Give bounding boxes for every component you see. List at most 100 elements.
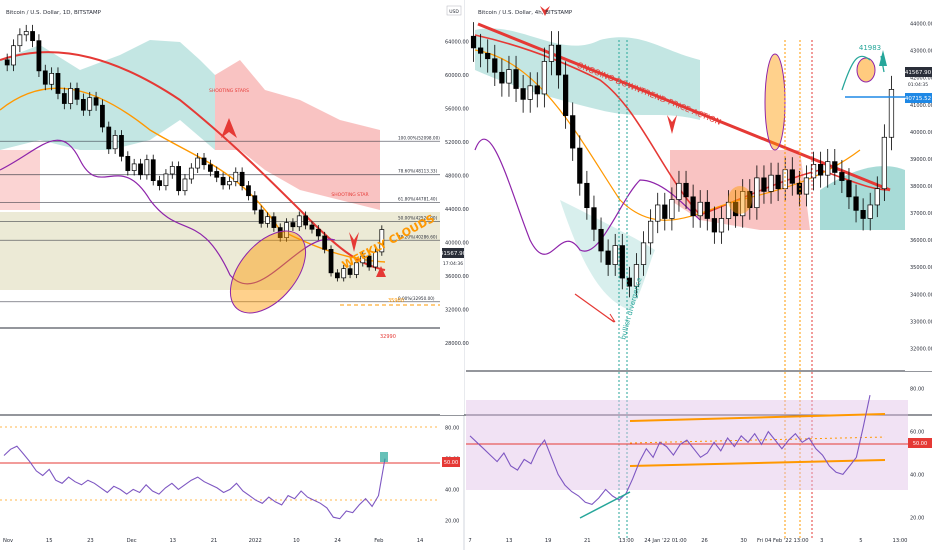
candle-body (520, 88, 526, 100)
left-chart-daily[interactable]: 100.00%(52098.00) 78.60%(48113.33) 61.80%(… (0, 0, 469, 415)
time-tick-label: 19 (545, 538, 552, 544)
divergence-arrow-price (574, 293, 615, 323)
time-axis-left[interactable]: Nov 15 23 Dec 13 21 2022 10 24 Feb 14 (3, 538, 424, 544)
candle-body (354, 262, 359, 275)
candle-body (265, 216, 270, 224)
dashed-level-label: 35900 (388, 298, 404, 304)
candle-body (534, 85, 540, 95)
highlight-ellipse-small (728, 186, 752, 214)
ma-red-left (0, 51, 386, 271)
candle-body (296, 215, 302, 228)
candle-body (548, 44, 555, 62)
candle-body (733, 201, 739, 217)
candle-body (789, 169, 795, 184)
fib-label: 0.00%(32950.00) (398, 296, 435, 301)
highlight-ellipse-right (764, 53, 786, 151)
candle-body (478, 47, 484, 54)
time-tick-label: 26 (701, 538, 708, 544)
candle-body (605, 250, 611, 265)
candle-body (347, 268, 353, 275)
candle-body (188, 167, 194, 180)
down-arrow-right (667, 115, 677, 134)
candle-body (768, 174, 774, 192)
candle-body (853, 196, 859, 211)
fib-label: 100.00%(52098.00) (398, 135, 440, 140)
time-axis-right[interactable]: 7 13 19 21 13:00 24 Jan '22 01:00 26 30 Fri 04 F… (468, 538, 907, 544)
candle-body (499, 71, 505, 84)
price-tick-label: 36000.00 (445, 274, 469, 280)
price-tick-label: 32000.00 (910, 346, 932, 352)
candle-body (846, 180, 852, 198)
candle-body (577, 147, 583, 184)
candle-body (612, 245, 618, 265)
candle-body (555, 44, 562, 76)
price-tick-label: 64000.00 (445, 40, 469, 46)
rsi-tick-label: 20.00 (445, 518, 459, 524)
price-axis-left[interactable]: 28000.00 32000.00 36000.00 40000.00 44000.00… (445, 40, 469, 348)
price-tick-label: 37000.00 (910, 211, 932, 217)
candle-body (176, 166, 182, 192)
candle-body (888, 89, 895, 138)
time-tick-label: 2022 (249, 538, 262, 544)
candle-body (150, 159, 156, 181)
rsi-pane-right[interactable]: 20.00 40.00 60.00 80.00 50.00 (466, 387, 932, 522)
fib-label: 38.20%(40286.60) (398, 234, 438, 239)
rsi-bg-left (0, 424, 440, 522)
candle-body (309, 224, 315, 230)
price-tick-label: 52000.00 (445, 140, 469, 146)
fib-label: 50.00%(42524.00) (398, 216, 438, 221)
candle-body (17, 34, 23, 47)
rsi-level-right: 50.00 (913, 441, 927, 447)
price-label-right: 41567.90 (905, 70, 932, 76)
annotation-shooting-star: SHOOTING STAR (331, 192, 368, 198)
channel-lower (629, 459, 886, 467)
candle-body (341, 268, 347, 279)
price-axis-right[interactable]: 32000.00 33000.00 34000.00 35000.00 36000.00… (910, 22, 932, 353)
candle-body (725, 201, 732, 219)
rsi-line-left (3, 445, 386, 520)
time-tick-label: 3 (820, 538, 823, 544)
symbol-badge-left (446, 5, 462, 16)
candle-body (796, 182, 802, 195)
price-tick-label: 33000.00 (910, 319, 932, 325)
rsi-tag-right (908, 438, 932, 448)
candle-body (711, 218, 717, 233)
cloud-red-left (0, 150, 40, 210)
time-tick-label: 24 (334, 538, 341, 544)
candle-body (373, 251, 378, 268)
candle-body (825, 161, 831, 176)
candle-body (214, 171, 220, 178)
level-tag-right (905, 93, 932, 103)
candle-body (23, 31, 29, 36)
price-tick-label: 60000.00 (445, 73, 469, 79)
candle-body (74, 88, 80, 100)
candle-body (832, 161, 838, 173)
candle-body (131, 163, 137, 171)
candle-body (138, 163, 143, 176)
candle-body (704, 201, 710, 219)
candle-body (182, 178, 188, 192)
chart-title-left: Bitcoin / U.S. Dollar, 1D, BITSTAMP (6, 10, 102, 16)
candle-body (754, 177, 760, 209)
candle-body (619, 245, 625, 279)
divergence-arrowhead (607, 313, 616, 323)
candle-body (322, 235, 328, 250)
rsi-line-right (469, 394, 871, 506)
price-tick-label: 40000.00 (445, 241, 469, 247)
rsi-bg-right (466, 400, 908, 490)
candle-body (648, 220, 654, 244)
time-tick-label: 21 (211, 538, 218, 544)
time-tick-label: 7 (468, 538, 471, 544)
candle-body (470, 35, 477, 49)
candle-body (366, 255, 372, 268)
time-tick-label: 13:00 (619, 538, 634, 544)
chart-title-right: Bitcoin / U.S. Dollar, 4h, BITSTAMP (478, 10, 573, 16)
price-tick-label: 35000.00 (910, 265, 932, 271)
time-tick-label: 13 (169, 538, 176, 544)
time-tick-label: 23 (87, 538, 94, 544)
price-tick-label: 39000.00 (910, 157, 932, 163)
candle-body (640, 242, 647, 265)
candle-body (541, 61, 547, 95)
